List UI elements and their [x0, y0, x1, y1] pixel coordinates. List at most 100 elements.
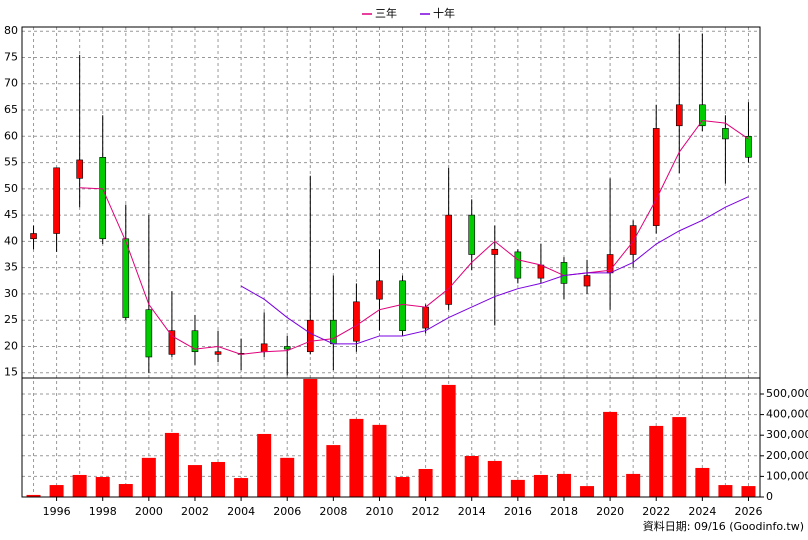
- candle-body: [491, 248, 499, 255]
- volume-bar: [580, 486, 595, 497]
- volume-bar: [349, 418, 364, 497]
- candle-body: [583, 275, 591, 287]
- candle-body: [537, 264, 545, 279]
- x-tick-label: 1998: [89, 505, 117, 518]
- volume-bar: [257, 433, 272, 497]
- y2-tick-label: 400,000: [766, 408, 808, 421]
- candle-body: [468, 214, 476, 255]
- ma-line: [240, 196, 749, 345]
- candle-body: [191, 330, 199, 353]
- candle-body: [168, 330, 176, 355]
- y-tick-label: 80: [4, 24, 18, 37]
- volume-bar: [141, 457, 156, 497]
- volume-bar: [95, 477, 110, 497]
- candle-body: [30, 233, 37, 240]
- candle-body: [445, 214, 452, 305]
- y2-tick-label: 300,000: [766, 428, 808, 441]
- x-tick-label: 2008: [319, 505, 347, 518]
- footer: 資料日期: 09/16 (Goodinfo.tw): [643, 519, 804, 533]
- volume-bar: [303, 378, 318, 497]
- candle-body: [514, 251, 522, 279]
- volume-bar: [418, 468, 433, 497]
- candle-body: [214, 351, 222, 355]
- candle-body: [330, 319, 337, 345]
- volume-bar: [234, 478, 249, 497]
- candle-body: [652, 128, 660, 226]
- volume-bar: [26, 494, 41, 497]
- candle-body: [99, 157, 107, 240]
- volume-bar: [49, 485, 64, 497]
- x-tick-label: 1996: [43, 505, 71, 518]
- volume-bar: [326, 445, 341, 497]
- volume-bar: [211, 461, 226, 497]
- y-tick-label: 70: [4, 77, 18, 90]
- volume-bar: [187, 465, 202, 497]
- x-tick-label: 2012: [412, 505, 440, 518]
- y-tick-label: 75: [4, 50, 18, 63]
- volume-bar: [487, 460, 502, 497]
- y-tick-label: 30: [4, 287, 18, 300]
- volume-bar: [118, 484, 133, 497]
- candle-body: [745, 135, 752, 158]
- y-tick-label: 55: [4, 156, 18, 169]
- volume-bar: [464, 456, 479, 497]
- candle-body: [399, 280, 406, 332]
- y2-tick-label: 200,000: [766, 449, 808, 462]
- x-tick-label: 2022: [642, 505, 670, 518]
- ma-line: [79, 120, 749, 355]
- x-tick-label: 2010: [365, 505, 393, 518]
- volume-bar: [441, 384, 456, 497]
- y-tick-label: 25: [4, 313, 18, 326]
- volume-bar: [395, 477, 410, 497]
- y-tick-label: 15: [4, 366, 18, 379]
- volume-bar: [626, 473, 641, 497]
- candle-body: [76, 159, 83, 179]
- candle-body: [675, 104, 683, 127]
- candle-body: [353, 301, 360, 342]
- candle-body: [306, 319, 314, 353]
- volume-bar: [695, 467, 710, 497]
- volume-bar: [741, 486, 756, 497]
- candle-body: [376, 280, 383, 300]
- volume-bar: [603, 411, 618, 497]
- x-tick-label: 2006: [273, 505, 301, 518]
- y-tick-label: 40: [4, 234, 18, 247]
- y-tick-label: 65: [4, 103, 18, 116]
- x-tick-label: 2000: [135, 505, 163, 518]
- volume-bar: [372, 424, 387, 497]
- y2-tick-label: 0: [766, 490, 773, 503]
- candle-body: [53, 167, 60, 234]
- candle-body: [422, 306, 429, 329]
- candle-body: [122, 238, 130, 318]
- volume-bar: [72, 474, 87, 497]
- legend-label: 三年: [375, 6, 397, 20]
- x-tick-label: 2014: [458, 505, 486, 518]
- candle-body: [260, 343, 268, 353]
- volume-bar: [280, 457, 295, 497]
- volume-bar: [164, 432, 179, 497]
- candle-body: [722, 128, 729, 140]
- volume-bar: [672, 417, 687, 497]
- x-tick-label: 2018: [550, 505, 578, 518]
- candle-body: [560, 262, 568, 284]
- y-tick-label: 45: [4, 208, 18, 221]
- candle-body: [699, 104, 706, 127]
- y-tick-label: 20: [4, 339, 18, 352]
- volume-bar: [718, 485, 733, 497]
- x-tick-label: 2004: [227, 505, 255, 518]
- x-tick-label: 2026: [734, 505, 762, 518]
- volume-bar: [510, 479, 525, 497]
- plot-frame: [21, 26, 761, 498]
- y-tick-label: 50: [4, 182, 18, 195]
- volume-bar: [649, 425, 664, 497]
- legend-label: 十年: [433, 6, 455, 20]
- y-tick-label: 35: [4, 261, 18, 274]
- x-tick-label: 2016: [504, 505, 532, 518]
- mark-layer: [26, 33, 756, 497]
- candle-body: [283, 346, 291, 350]
- x-tick-label: 2002: [181, 505, 209, 518]
- x-tick-label: 2024: [688, 505, 716, 518]
- candle-body: [629, 225, 637, 255]
